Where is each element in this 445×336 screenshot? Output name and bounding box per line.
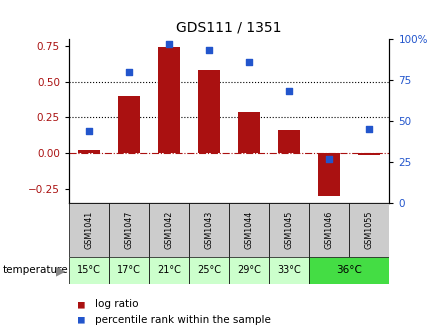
Point (246, 59, 253, 65)
Bar (149, 203, 189, 257)
Text: GSM1047: GSM1047 (125, 211, 134, 249)
Point (286, 89, 293, 94)
Text: 17°C: 17°C (117, 265, 141, 276)
Point (85, 128, 93, 133)
Bar (309, 203, 349, 257)
Text: 21°C: 21°C (157, 265, 181, 276)
Bar (109, 203, 149, 257)
Bar (309, 257, 389, 284)
Bar (69, 257, 109, 284)
Text: GSM1042: GSM1042 (165, 211, 174, 249)
Bar (189, 203, 229, 257)
Bar (109, 257, 149, 284)
Text: 15°C: 15°C (77, 265, 101, 276)
Bar (149, 257, 189, 284)
Text: 25°C: 25°C (197, 265, 221, 276)
Text: 33°C: 33°C (277, 265, 301, 276)
Text: ▶: ▶ (56, 264, 66, 277)
Bar (318, 153, 340, 196)
Bar (278, 130, 300, 153)
Text: GSM1045: GSM1045 (285, 211, 294, 249)
Text: ■: ■ (78, 315, 85, 325)
Text: temperature: temperature (2, 265, 68, 276)
Text: 36°C: 36°C (336, 265, 362, 276)
Text: GSM1041: GSM1041 (85, 211, 93, 249)
Text: log ratio: log ratio (95, 299, 138, 309)
Bar (349, 203, 389, 257)
Bar (158, 47, 180, 153)
Bar (78, 150, 100, 153)
Point (206, 47, 213, 53)
Title: GDS111 / 1351: GDS111 / 1351 (176, 21, 282, 35)
Point (125, 69, 133, 74)
Bar (358, 153, 380, 155)
Bar (189, 257, 229, 284)
Bar (69, 203, 109, 257)
Bar (198, 70, 220, 153)
Text: GSM1044: GSM1044 (245, 211, 254, 249)
Text: 29°C: 29°C (237, 265, 261, 276)
Point (366, 127, 373, 132)
Text: GSM1046: GSM1046 (325, 211, 334, 249)
Point (166, 41, 173, 46)
Point (326, 156, 333, 162)
Text: GSM1055: GSM1055 (365, 211, 374, 249)
Bar (229, 257, 269, 284)
Bar (238, 112, 260, 153)
Bar (229, 203, 269, 257)
Text: percentile rank within the sample: percentile rank within the sample (95, 315, 271, 325)
Text: GSM1043: GSM1043 (205, 211, 214, 249)
Bar (118, 96, 140, 153)
Bar (269, 257, 309, 284)
Text: ■: ■ (78, 299, 85, 309)
Bar (269, 203, 309, 257)
